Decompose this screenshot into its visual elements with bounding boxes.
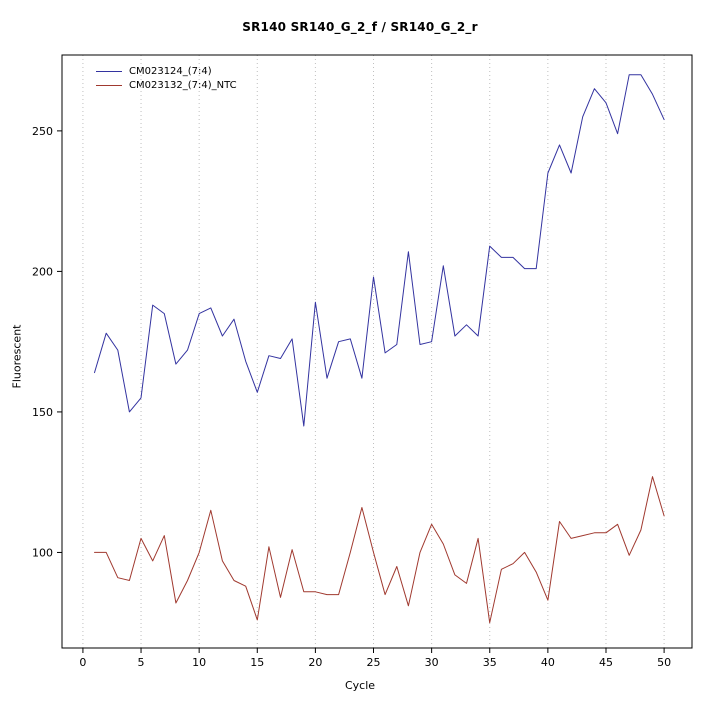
svg-text:0: 0 <box>79 656 86 669</box>
svg-text:5: 5 <box>138 656 145 669</box>
chart-title: SR140 SR140_G_2_f / SR140_G_2_r <box>242 20 478 34</box>
svg-text:100: 100 <box>32 546 53 559</box>
svg-text:150: 150 <box>32 406 53 419</box>
legend-line-ntc-icon <box>96 84 122 86</box>
svg-text:250: 250 <box>32 125 53 138</box>
svg-text:200: 200 <box>32 265 53 278</box>
svg-text:25: 25 <box>367 656 381 669</box>
svg-text:20: 20 <box>308 656 322 669</box>
svg-text:10: 10 <box>192 656 206 669</box>
y-axis-label: Fluorescent <box>10 324 24 389</box>
svg-text:15: 15 <box>250 656 264 669</box>
svg-text:40: 40 <box>541 656 555 669</box>
x-axis-label: Cycle <box>344 679 376 692</box>
legend: CM023124_(7:4) CM023132_(7:4)_NTC <box>96 64 237 92</box>
legend-label-sample: CM023124_(7:4) <box>129 65 212 77</box>
svg-text:35: 35 <box>483 656 497 669</box>
legend-line-sample-icon <box>96 70 122 72</box>
svg-text:50: 50 <box>657 656 671 669</box>
legend-label-ntc: CM023132_(7:4)_NTC <box>129 79 237 91</box>
svg-text:45: 45 <box>599 656 613 669</box>
svg-text:30: 30 <box>425 656 439 669</box>
legend-item-ntc: CM023132_(7:4)_NTC <box>96 78 237 92</box>
legend-item-sample: CM023124_(7:4) <box>96 64 237 78</box>
